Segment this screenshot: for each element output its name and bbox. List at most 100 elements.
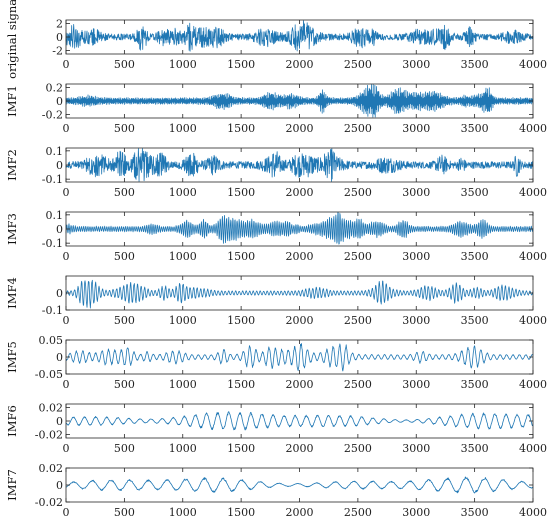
x-tick-label: 1500 bbox=[227, 250, 255, 263]
x-tick-label: 2000 bbox=[286, 58, 314, 71]
panel-7: 0.020-0.020 500 1000 1500 2000 2500 3000 3500 40… bbox=[5, 401, 547, 455]
y-tick-label: 0 bbox=[56, 351, 63, 364]
x-tick-label: 1500 bbox=[227, 186, 255, 199]
panel-5: 0-0.10 500 1000 1500 2000 2500 3000 3500 4000IMF… bbox=[5, 275, 547, 327]
x-tick-label: 500 bbox=[114, 314, 135, 327]
signal-line-1 bbox=[65, 20, 534, 52]
y-axis-label: IMF5 bbox=[5, 341, 19, 373]
x-tick-label: 2500 bbox=[344, 442, 372, 455]
x-tick-label: 2500 bbox=[344, 250, 372, 263]
x-tick-label: 500 bbox=[114, 506, 135, 519]
x-tick-label: 2000 bbox=[286, 122, 314, 135]
y-tick-label: -0.1 bbox=[42, 237, 63, 250]
x-tick-label: 4000 bbox=[519, 378, 547, 391]
x-tick-label: 0 bbox=[63, 250, 70, 263]
y-axis-label: IMF3 bbox=[5, 213, 19, 245]
x-tick-label: 1000 bbox=[169, 122, 197, 135]
x-tick-label: 1500 bbox=[227, 378, 255, 391]
x-tick-label: 3500 bbox=[461, 122, 489, 135]
y-axis-label: IMF6 bbox=[5, 405, 19, 437]
x-tick-label: 3000 bbox=[402, 58, 430, 71]
x-tick-label: 0 bbox=[63, 442, 70, 455]
y-tick-label: 0.02 bbox=[39, 401, 64, 414]
x-tick-label: 2500 bbox=[344, 58, 372, 71]
x-tick-label: 500 bbox=[114, 186, 135, 199]
y-tick-label: 0.2 bbox=[46, 81, 64, 94]
x-tick-label: 1000 bbox=[169, 186, 197, 199]
x-tick-label: 0 bbox=[63, 378, 70, 391]
x-tick-label: 3500 bbox=[461, 314, 489, 327]
panel-6: 0.050-0.050 500 1000 1500 2000 2500 3000 3500 40… bbox=[5, 334, 547, 391]
x-tick-label: 3500 bbox=[461, 58, 489, 71]
y-tick-label: 0 bbox=[56, 223, 63, 236]
y-tick-label: 0 bbox=[56, 287, 63, 300]
x-tick-label: 0 bbox=[63, 58, 70, 71]
panel-2: 0.20-0.20 500 1000 1500 2000 2500 3000 3500 4000… bbox=[5, 81, 547, 135]
x-tick-label: 3000 bbox=[402, 250, 430, 263]
panel-8: 0.020-0.020 500 1000 1500 2000 2500 3000 3500 40… bbox=[5, 462, 547, 519]
x-tick-label: 3000 bbox=[402, 506, 430, 519]
x-tick-label: 4000 bbox=[519, 250, 547, 263]
x-tick-label: 1000 bbox=[169, 506, 197, 519]
y-tick-label: -0.1 bbox=[42, 173, 63, 186]
x-tick-label: 1000 bbox=[169, 378, 197, 391]
x-tick-label: 4000 bbox=[519, 314, 547, 327]
x-tick-label: 2000 bbox=[286, 186, 314, 199]
y-tick-label: 0 bbox=[56, 415, 63, 428]
y-tick-label: -0.02 bbox=[35, 496, 63, 509]
x-tick-label: 1500 bbox=[227, 122, 255, 135]
x-tick-label: 500 bbox=[114, 442, 135, 455]
x-tick-label: 4000 bbox=[519, 186, 547, 199]
signal-line-4 bbox=[65, 212, 534, 245]
x-tick-label: 500 bbox=[114, 250, 135, 263]
x-tick-label: 1000 bbox=[169, 250, 197, 263]
panel-1: 20-20 500 1000 1500 2000 2500 3000 3500 4000orig… bbox=[5, 0, 547, 79]
x-tick-label: 2000 bbox=[286, 314, 314, 327]
y-tick-label: -2 bbox=[52, 45, 63, 58]
axes-frame bbox=[65, 467, 534, 503]
y-axis-label: IMF1 bbox=[5, 85, 19, 117]
signal-line-7 bbox=[65, 411, 534, 431]
y-tick-label: 0 bbox=[56, 479, 63, 492]
x-tick-label: 3000 bbox=[402, 442, 430, 455]
y-axis-label: IMF4 bbox=[5, 277, 19, 309]
y-tick-label: -0.05 bbox=[35, 368, 63, 381]
x-tick-label: 4000 bbox=[519, 58, 547, 71]
x-tick-label: 1000 bbox=[169, 314, 197, 327]
panel-3: 0.10-0.10 500 1000 1500 2000 2500 3000 3500 4000… bbox=[5, 145, 547, 199]
x-tick-label: 2500 bbox=[344, 378, 372, 391]
y-axis-label: original signal bbox=[5, 0, 19, 79]
x-tick-label: 2500 bbox=[344, 314, 372, 327]
x-tick-label: 3000 bbox=[402, 314, 430, 327]
x-tick-label: 0 bbox=[63, 314, 70, 327]
y-tick-label: 0.05 bbox=[39, 334, 64, 347]
signal-line-2 bbox=[65, 84, 534, 118]
x-tick-label: 500 bbox=[114, 122, 135, 135]
x-tick-label: 1500 bbox=[227, 442, 255, 455]
x-tick-label: 1500 bbox=[227, 506, 255, 519]
axes-frame bbox=[65, 403, 534, 439]
signal-line-5 bbox=[65, 279, 534, 309]
x-tick-label: 3000 bbox=[402, 186, 430, 199]
x-tick-label: 2000 bbox=[286, 378, 314, 391]
x-tick-label: 0 bbox=[63, 186, 70, 199]
x-tick-label: 2500 bbox=[344, 506, 372, 519]
x-tick-label: 500 bbox=[114, 378, 135, 391]
x-tick-label: 4000 bbox=[519, 506, 547, 519]
y-tick-label: 0 bbox=[56, 159, 63, 172]
x-tick-label: 3000 bbox=[402, 122, 430, 135]
y-tick-label: -0.02 bbox=[35, 429, 63, 442]
y-tick-label: 2 bbox=[56, 17, 63, 30]
x-tick-label: 3500 bbox=[461, 378, 489, 391]
x-tick-label: 3500 bbox=[461, 186, 489, 199]
y-axis-label: IMF7 bbox=[5, 469, 19, 501]
signal-line-6 bbox=[65, 343, 534, 372]
x-tick-label: 0 bbox=[63, 506, 70, 519]
x-tick-label: 3500 bbox=[461, 442, 489, 455]
x-tick-label: 1000 bbox=[169, 442, 197, 455]
x-tick-label: 4000 bbox=[519, 442, 547, 455]
x-tick-label: 2000 bbox=[286, 442, 314, 455]
x-tick-label: 500 bbox=[114, 58, 135, 71]
y-tick-label: 0 bbox=[56, 31, 63, 44]
